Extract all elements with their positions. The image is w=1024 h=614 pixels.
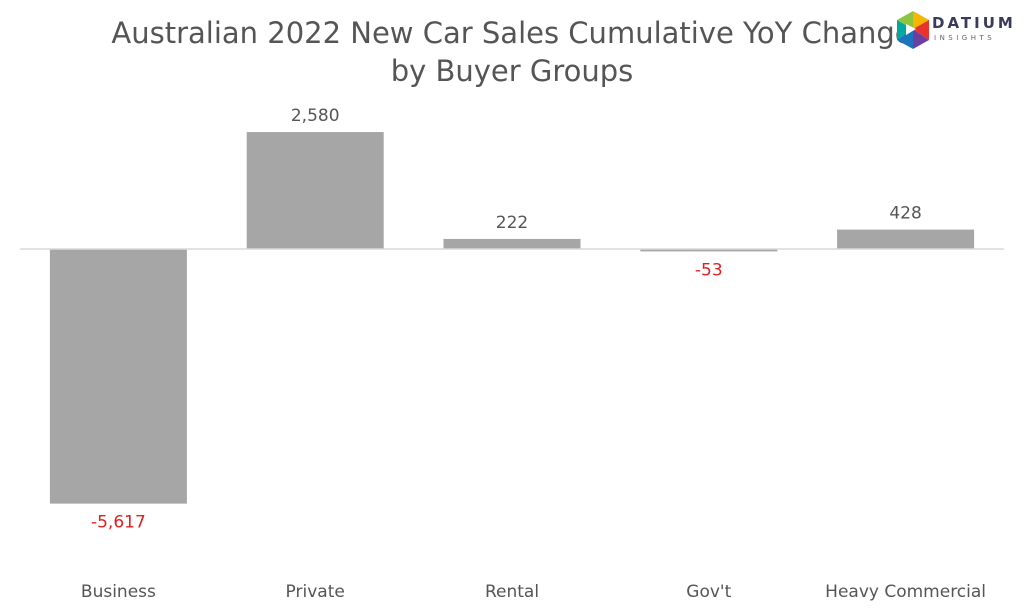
datium-insights-logo: DATIUM INSIGHTS: [896, 10, 1018, 54]
category-label: Rental: [485, 582, 539, 602]
datium-logo-icon: [897, 11, 929, 49]
data-label: -53: [695, 260, 723, 280]
category-label: Business: [81, 582, 156, 602]
category-label: Gov't: [686, 582, 731, 602]
data-label: 428: [889, 204, 921, 224]
bar-gov-t: [640, 249, 778, 252]
data-label: 2,580: [291, 106, 340, 126]
data-label: 222: [496, 213, 528, 233]
bar-heavy-commercial: [837, 229, 975, 249]
category-label: Heavy Commercial: [825, 582, 986, 602]
bar-private: [246, 132, 384, 249]
chart-title: Australian 2022 New Car Sales Cumulative…: [111, 16, 913, 88]
logo-brand-subtext: INSIGHTS: [934, 34, 996, 42]
bar-business: [49, 249, 187, 504]
logo-brand-text: DATIUM: [932, 14, 1016, 32]
bar-rental: [443, 238, 581, 249]
data-label: -5,617: [91, 513, 146, 533]
category-label: Private: [286, 582, 345, 602]
